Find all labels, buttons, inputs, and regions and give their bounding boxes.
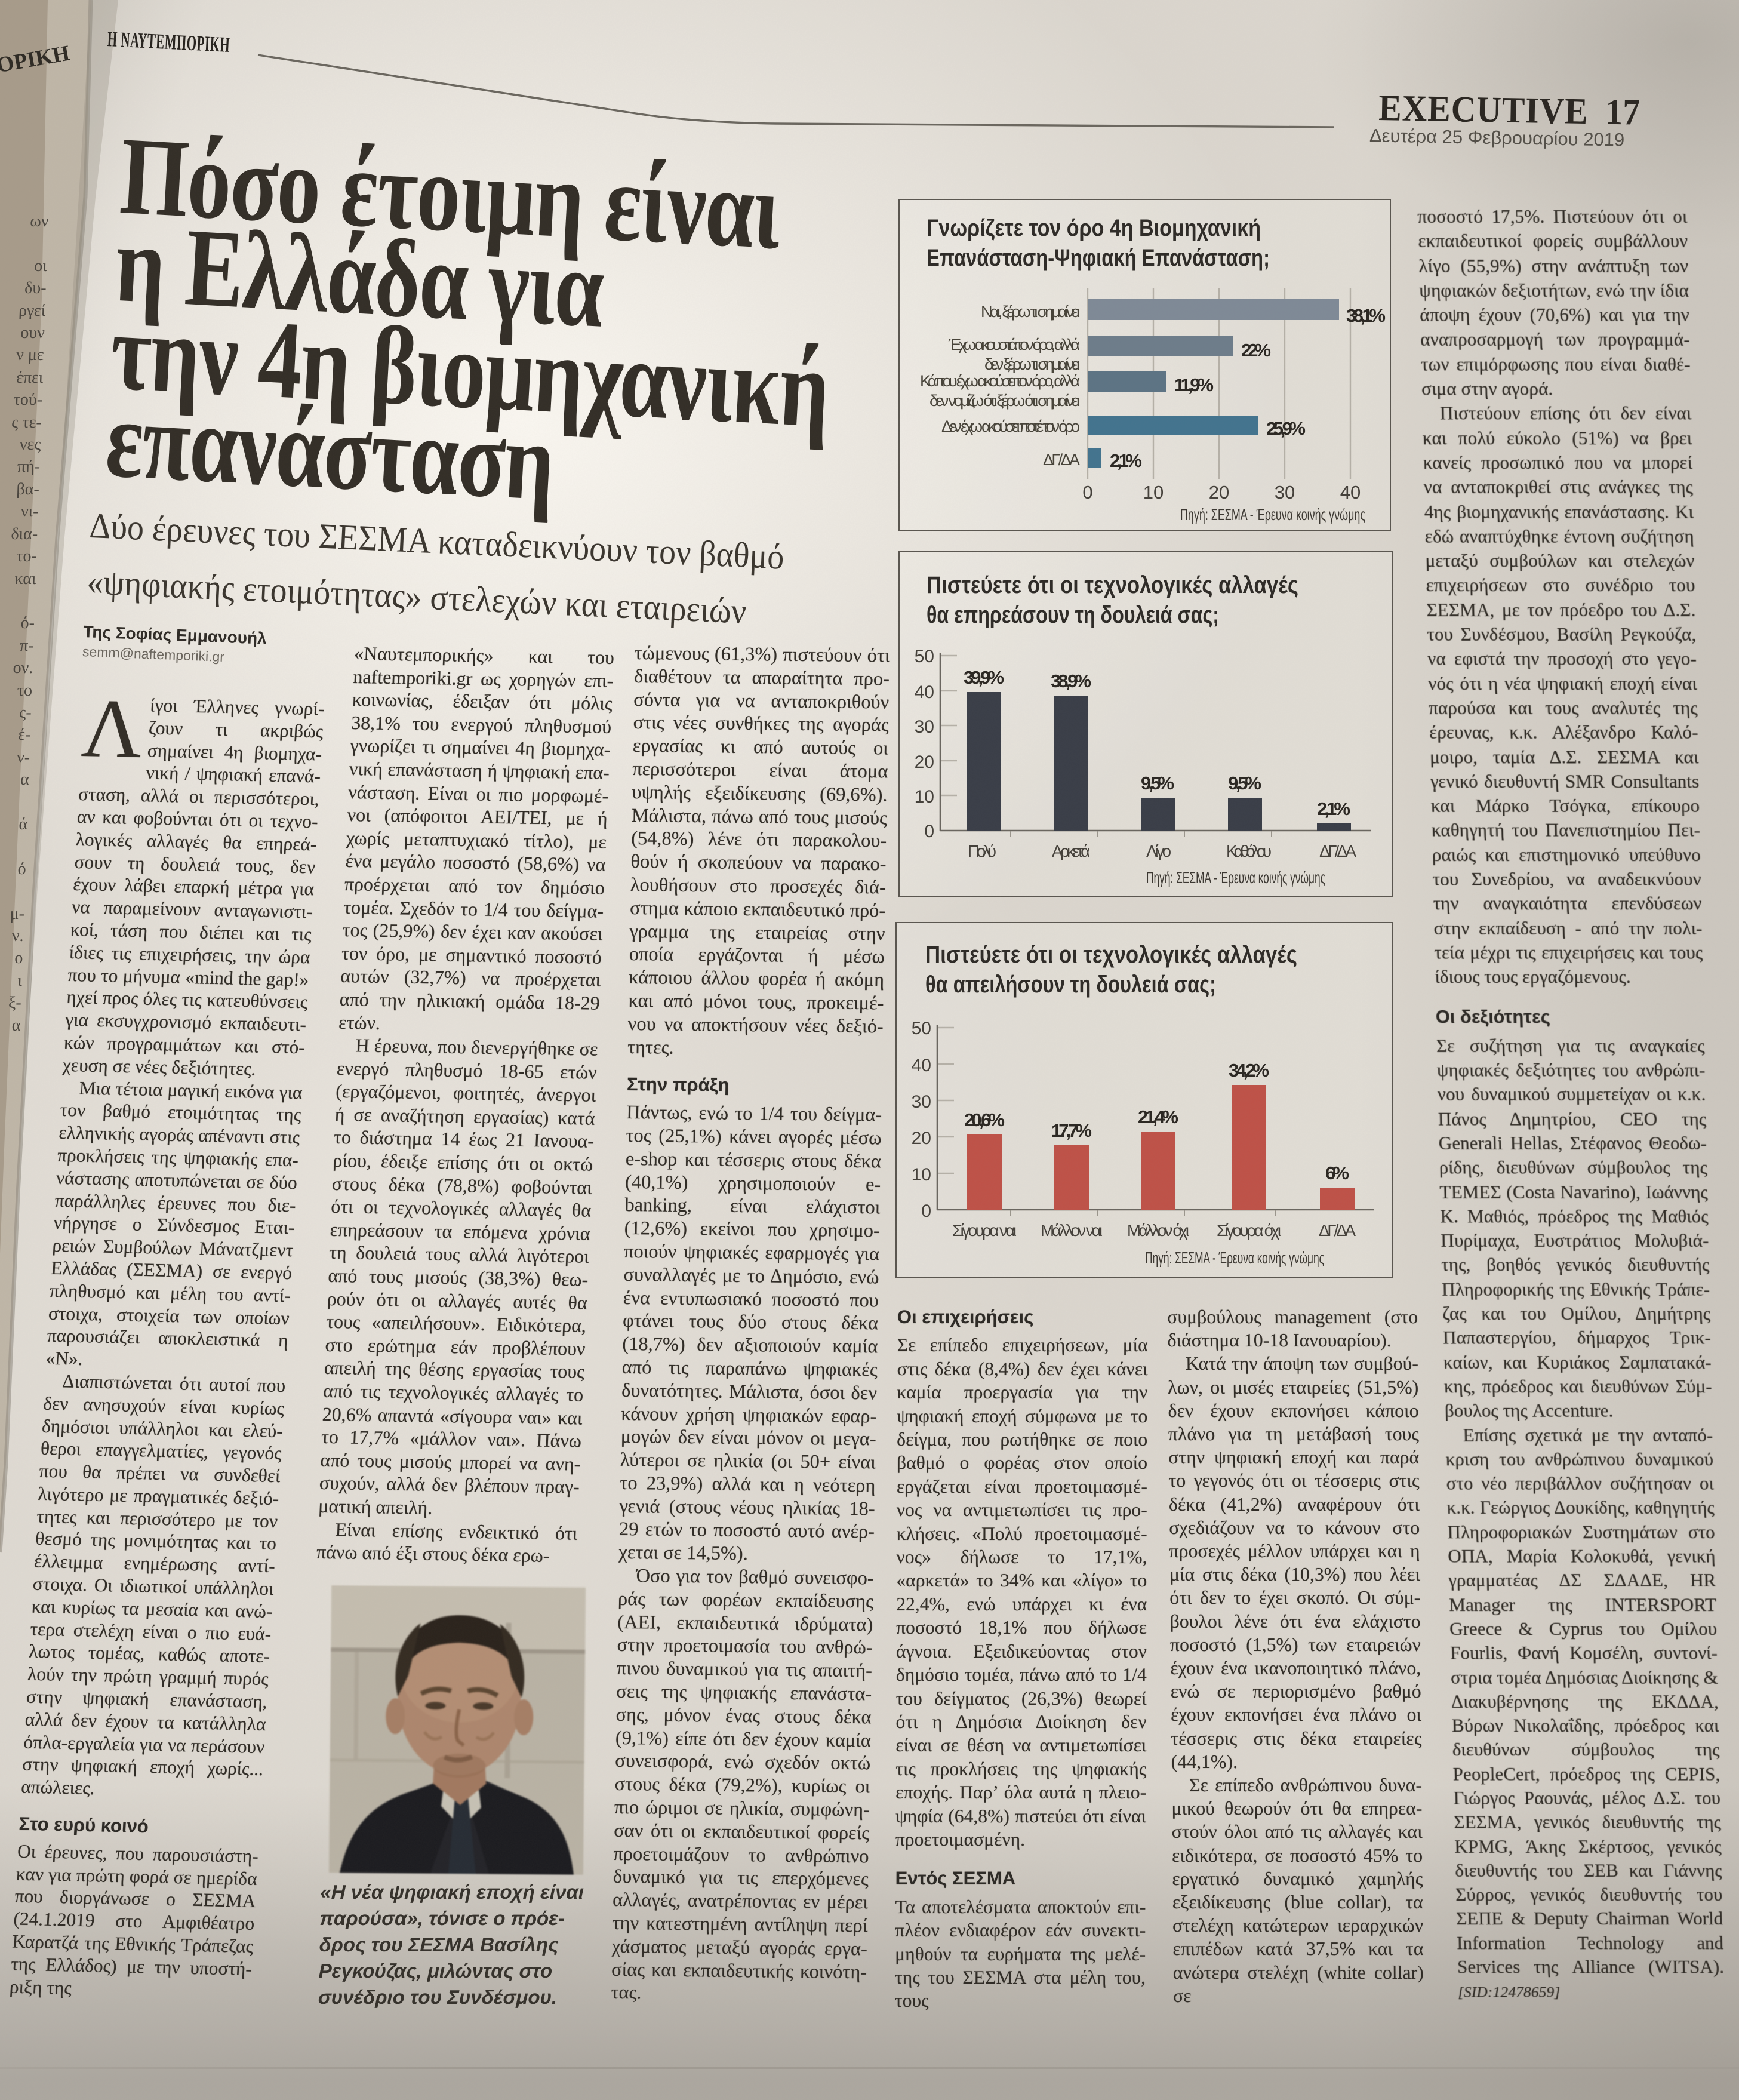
svg-text:40: 40 [1340,482,1361,503]
svg-text:Λίγο: Λίγο [1146,842,1171,860]
svg-text:50: 50 [915,647,934,666]
svg-text:6%: 6% [1325,1163,1349,1183]
svg-text:17,7%: 17,7% [1051,1120,1092,1141]
svg-text:Καθόλου: Καθόλου [1226,842,1272,860]
svg-text:ΔΓ/ΔΑ: ΔΓ/ΔΑ [1319,1221,1356,1240]
svg-text:Πηγή: ΣΕΣΜΑ - Έρευνα κοινής γν: Πηγή: ΣΕΣΜΑ - Έρευνα κοινής γνώμης [1145,1249,1324,1267]
svg-text:Πηγή: ΣΕΣΜΑ - Έρευνα κοινής γν: Πηγή: ΣΕΣΜΑ - Έρευνα κοινής γνώμης [1180,505,1365,524]
svg-text:Αρκετά: Αρκετά [1052,842,1090,860]
svg-text:ΔΓ/ΔΑ: ΔΓ/ΔΑ [1043,451,1080,469]
svg-text:30: 30 [912,1092,931,1112]
svg-text:40: 40 [915,682,934,702]
svg-text:10: 10 [912,1165,931,1185]
svg-text:Σίγουρα ναι: Σίγουρα ναι [952,1221,1017,1240]
svg-text:34,2%: 34,2% [1229,1060,1269,1081]
svg-text:50: 50 [912,1019,931,1038]
svg-text:Πολύ: Πολύ [968,842,996,860]
svg-text:30: 30 [915,717,934,737]
svg-text:Ναι, ξέρω τι σημαίνει: Ναι, ξέρω τι σημαίνει [981,303,1080,321]
svg-text:Πηγή: ΣΕΣΜΑ - Έρευνα κοινής γν: Πηγή: ΣΕΣΜΑ - Έρευνα κοινής γνώμης [1146,868,1325,887]
svg-text:10: 10 [1143,482,1164,503]
svg-text:0: 0 [921,1201,931,1221]
svg-text:Σίγουρα όχι: Σίγουρα όχι [1217,1221,1281,1240]
svg-text:39,9%: 39,9% [964,667,1004,688]
svg-text:11,9%: 11,9% [1174,374,1214,395]
svg-text:Επανάσταση-Ψηφιακή Επανάσταση;: Επανάσταση-Ψηφιακή Επανάσταση; [927,245,1270,271]
svg-text:10: 10 [915,787,934,807]
svg-text:θα απειλήσουν τη δουλειά σας;: θα απειλήσουν τη δουλειά σας; [925,971,1216,998]
svg-text:22%: 22% [1241,340,1271,361]
svg-text:0: 0 [924,822,934,841]
svg-text:θα επηρεάσουν τη δουλειά σας;: θα επηρεάσουν τη δουλειά σας; [927,602,1219,628]
svg-text:δεν νομίζω ότι ξέρω ότι σημαίν: δεν νομίζω ότι ξέρω ότι σημαίνει [929,392,1080,410]
svg-text:ΔΓ/ΔΑ: ΔΓ/ΔΑ [1319,842,1357,860]
svg-text:40: 40 [912,1056,931,1075]
svg-text:Πιστεύετε ότι οι τεχνολογικές: Πιστεύετε ότι οι τεχνολογικές αλλαγές [927,572,1298,598]
svg-text:Δεν έχω ακούσει ποτέ τον όρο: Δεν έχω ακούσει ποτέ τον όρο [941,417,1080,435]
svg-text:2,1%: 2,1% [1110,450,1142,471]
svg-text:Πιστεύετε ότι οι τεχνολογικές: Πιστεύετε ότι οι τεχνολογικές αλλαγές [925,942,1297,968]
svg-text:2,1%: 2,1% [1317,798,1350,819]
svg-text:20: 20 [915,752,934,772]
svg-text:20: 20 [1209,482,1229,503]
svg-text:0: 0 [1082,482,1092,503]
svg-text:9,5%: 9,5% [1228,773,1261,794]
svg-text:20,6%: 20,6% [964,1109,1005,1130]
svg-text:25,9%: 25,9% [1266,418,1306,439]
svg-text:21,4%: 21,4% [1138,1106,1178,1127]
svg-text:38,1%: 38,1% [1346,305,1386,326]
svg-text:30: 30 [1275,482,1295,503]
svg-text:9,5%: 9,5% [1141,773,1174,794]
svg-text:Μάλλον ναι: Μάλλον ναι [1041,1221,1103,1240]
svg-text:Κάπου έχω ακούσει τον όρο, αλλ: Κάπου έχω ακούσει τον όρο, αλλά [920,372,1080,390]
svg-text:38,9%: 38,9% [1051,671,1091,691]
svg-text:20: 20 [912,1129,931,1148]
svg-text:Γνωρίζετε τον όρο 4η Βιομηχανι: Γνωρίζετε τον όρο 4η Βιομηχανική [927,215,1261,241]
svg-text:Μάλλον όχι: Μάλλον όχι [1127,1221,1189,1240]
svg-text:δεν ξέρω τι σημαίνει: δεν ξέρω τι σημαίνει [984,355,1080,373]
svg-text:Έχω ακουστά τον όρο, αλλά: Έχω ακουστά τον όρο, αλλά [948,336,1080,353]
